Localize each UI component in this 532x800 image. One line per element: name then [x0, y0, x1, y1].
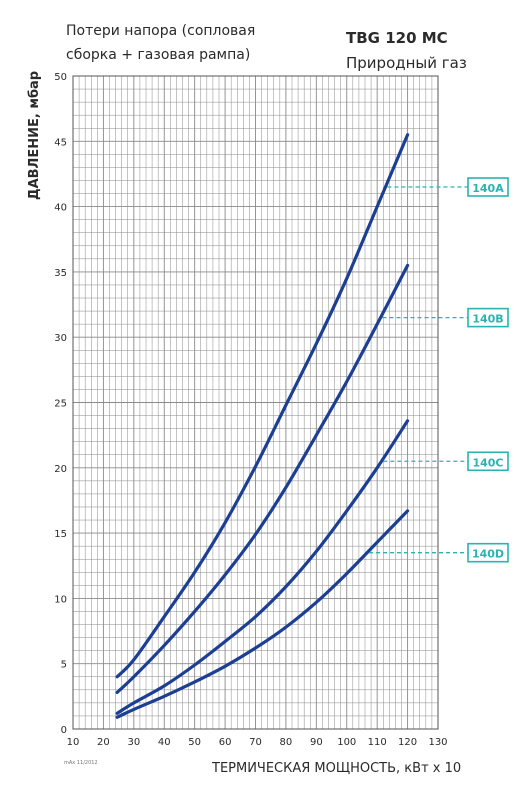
callout-box	[467, 542, 509, 563]
x-tick-label: 40	[158, 737, 171, 748]
y-tick-label: 25	[54, 399, 67, 410]
caption-line-1: Потери напора (сопловая	[66, 23, 255, 39]
y-axis-title: ДАВЛЕНИЕ, мбар	[27, 71, 42, 200]
x-tick-label: 80	[280, 737, 293, 748]
x-tick-label: 110	[368, 737, 387, 748]
series-line-140d	[115, 509, 410, 719]
y-tick-label: 5	[61, 660, 67, 671]
x-axis-title: ТЕРМИЧЕСКАЯ МОЩНОСТЬ, кВт x 10	[211, 761, 461, 776]
x-tick-label: 100	[337, 737, 356, 748]
y-tick-label: 50	[54, 72, 67, 83]
x-tick-label: 70	[249, 737, 262, 748]
x-tick-label: 10	[67, 737, 80, 748]
y-tick-label: 10	[54, 594, 67, 605]
callout-box	[467, 177, 509, 197]
x-tick-label: 20	[97, 737, 110, 748]
callout-label-140c: 140C	[472, 456, 503, 469]
callout-box	[467, 307, 509, 328]
x-tick-label: 50	[188, 737, 201, 748]
caption-line-2: сборка + газовая рампа)	[66, 47, 250, 63]
fuel-label: Природный газ	[346, 54, 467, 72]
callout-label-140d: 140D	[472, 548, 504, 561]
x-tick-label: 120	[398, 737, 417, 748]
series-line-140a	[115, 133, 410, 679]
y-tick-label: 15	[54, 529, 67, 540]
y-tick-label: 35	[54, 268, 67, 279]
footer-code: mAx 11/2012	[64, 760, 98, 766]
x-tick-label: 90	[310, 737, 323, 748]
model-title: TBG 120 MC	[346, 29, 448, 47]
x-tick-label: 130	[428, 737, 447, 748]
y-tick-label: 40	[54, 203, 67, 214]
callout-label-140a: 140A	[472, 182, 504, 195]
y-tick-label: 0	[61, 725, 67, 736]
series-line-140b	[115, 263, 410, 695]
y-tick-label: 45	[54, 137, 67, 148]
x-tick-label: 60	[219, 737, 232, 748]
series-line-140c	[115, 419, 410, 715]
x-tick-label: 30	[127, 737, 140, 748]
y-tick-label: 30	[54, 333, 67, 344]
plot-frame	[72, 75, 439, 730]
callout-label-140b: 140B	[472, 313, 503, 326]
callout-box	[467, 451, 509, 472]
y-tick-label: 20	[54, 464, 67, 475]
